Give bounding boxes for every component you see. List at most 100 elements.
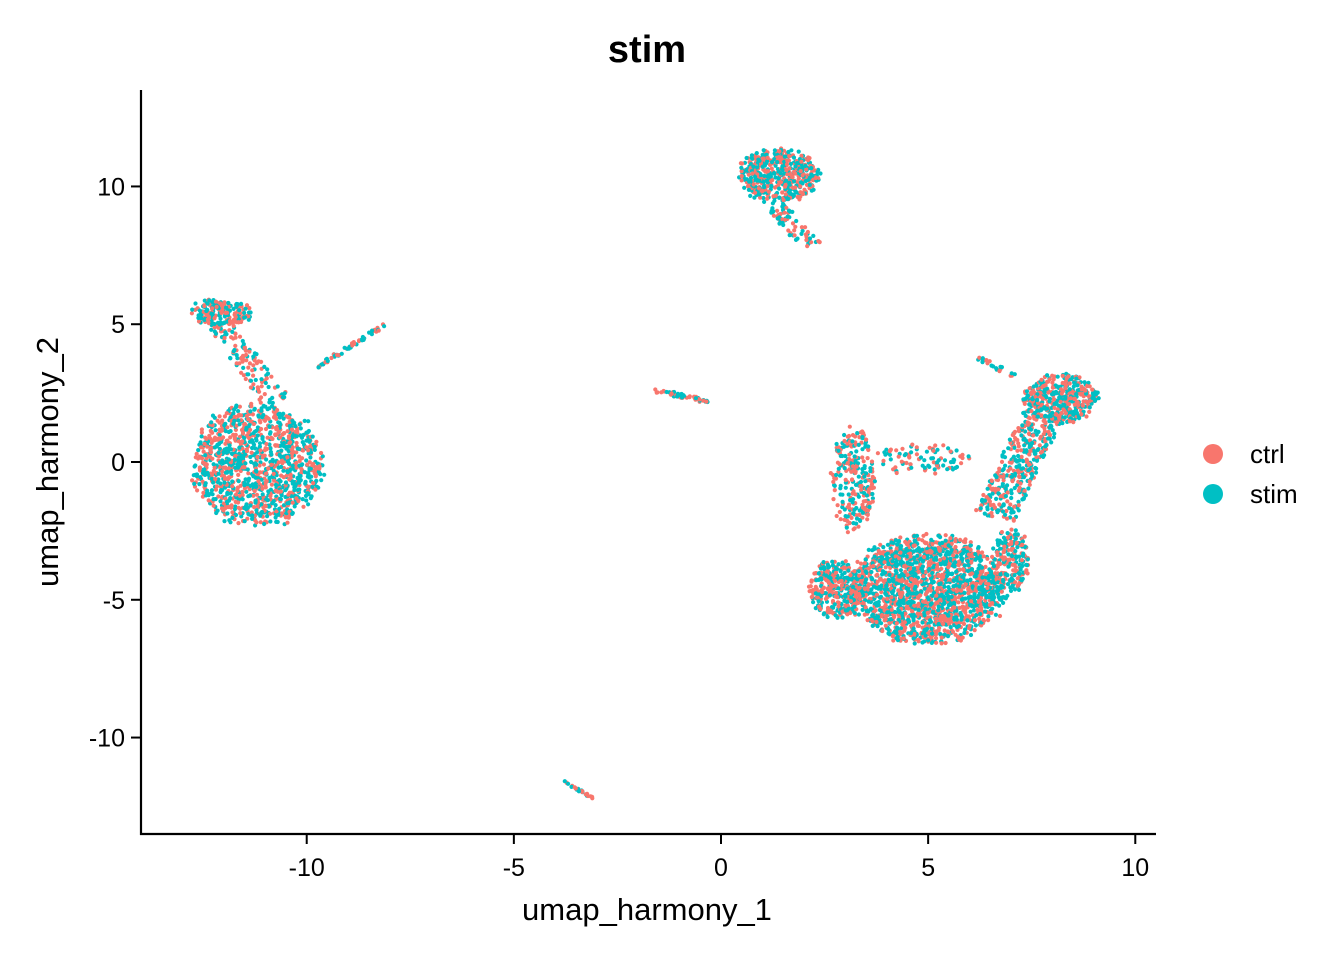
point-stim — [785, 214, 790, 219]
point-ctrl — [247, 487, 252, 492]
point-ctrl — [847, 457, 852, 462]
point-ctrl — [924, 531, 929, 537]
point-ctrl — [843, 477, 848, 482]
point-stim — [748, 193, 753, 198]
point-ctrl — [1007, 557, 1012, 562]
point-stim — [842, 432, 847, 438]
point-stim — [791, 155, 797, 160]
point-ctrl — [241, 373, 246, 378]
point-stim — [871, 591, 876, 596]
point-ctrl — [573, 786, 578, 791]
point-stim — [294, 434, 299, 439]
point-ctrl — [940, 575, 945, 580]
point-stim — [267, 424, 272, 429]
point-stim — [1009, 553, 1015, 559]
point-ctrl — [352, 341, 357, 346]
point-stim — [237, 445, 242, 450]
point-ctrl — [814, 587, 819, 592]
point-ctrl — [782, 210, 787, 215]
point-stim — [279, 464, 284, 469]
point-ctrl — [831, 479, 836, 484]
point-ctrl — [778, 180, 784, 185]
point-stim — [370, 328, 375, 333]
point-ctrl — [213, 476, 218, 482]
point-ctrl — [995, 550, 1000, 555]
point-stim — [254, 508, 259, 513]
point-stim — [816, 571, 822, 576]
point-ctrl — [233, 335, 238, 340]
point-ctrl — [857, 573, 862, 578]
point-ctrl — [313, 487, 318, 492]
point-ctrl — [843, 559, 848, 564]
point-stim — [782, 154, 787, 159]
point-stim — [842, 570, 847, 576]
point-ctrl — [232, 436, 237, 442]
point-stim — [786, 149, 791, 155]
point-ctrl — [1014, 540, 1019, 546]
point-ctrl — [926, 561, 932, 566]
point-stim — [922, 613, 927, 618]
point-ctrl — [765, 196, 770, 201]
point-stim — [202, 317, 207, 322]
point-ctrl — [933, 636, 939, 641]
point-stim — [842, 466, 847, 471]
point-ctrl — [793, 224, 798, 229]
point-ctrl — [212, 465, 217, 470]
point-ctrl — [968, 589, 973, 594]
point-ctrl — [899, 590, 904, 596]
point-ctrl — [778, 211, 783, 217]
point-stim — [318, 472, 323, 477]
point-stim — [936, 533, 941, 538]
point-ctrl — [771, 213, 777, 218]
point-ctrl — [782, 184, 788, 189]
point-stim — [297, 422, 302, 427]
point-stim — [845, 514, 850, 519]
point-stim — [1025, 557, 1030, 562]
point-ctrl — [798, 169, 803, 174]
point-ctrl — [189, 311, 194, 316]
point-stim — [866, 609, 871, 614]
point-stim — [853, 482, 859, 487]
point-stim — [793, 237, 799, 242]
point-ctrl — [845, 441, 850, 446]
point-stim — [826, 565, 831, 570]
point-stim — [975, 595, 980, 600]
point-stim — [230, 515, 235, 521]
point-ctrl — [930, 542, 935, 547]
point-stim — [945, 570, 950, 575]
point-ctrl — [284, 473, 289, 478]
point-stim — [877, 617, 882, 623]
point-stim — [946, 613, 951, 618]
point-stim — [775, 160, 780, 165]
point-stim — [807, 182, 812, 187]
point-stim — [978, 611, 983, 617]
point-stim — [911, 591, 916, 596]
point-stim — [830, 563, 836, 568]
point-stim — [312, 444, 317, 449]
point-stim — [1017, 571, 1022, 576]
point-stim — [772, 157, 777, 162]
point-ctrl — [240, 439, 245, 444]
point-ctrl — [969, 571, 975, 576]
point-stim — [307, 475, 312, 480]
point-ctrl — [269, 462, 274, 467]
point-stim — [243, 504, 249, 509]
point-ctrl — [990, 601, 995, 606]
point-stim — [930, 610, 936, 615]
point-stim — [303, 481, 308, 486]
point-stim — [920, 564, 926, 569]
point-stim — [973, 623, 979, 628]
point-ctrl — [820, 590, 825, 595]
point-ctrl — [883, 617, 888, 622]
point-stim — [225, 449, 230, 454]
point-stim — [246, 372, 251, 377]
point-stim — [382, 324, 387, 329]
point-stim — [886, 631, 891, 636]
point-stim — [796, 149, 801, 154]
point-stim — [956, 623, 962, 629]
point-ctrl — [289, 447, 294, 452]
point-stim — [749, 153, 755, 158]
point-stim — [259, 377, 264, 382]
point-ctrl — [837, 509, 842, 515]
point-ctrl — [990, 554, 995, 560]
